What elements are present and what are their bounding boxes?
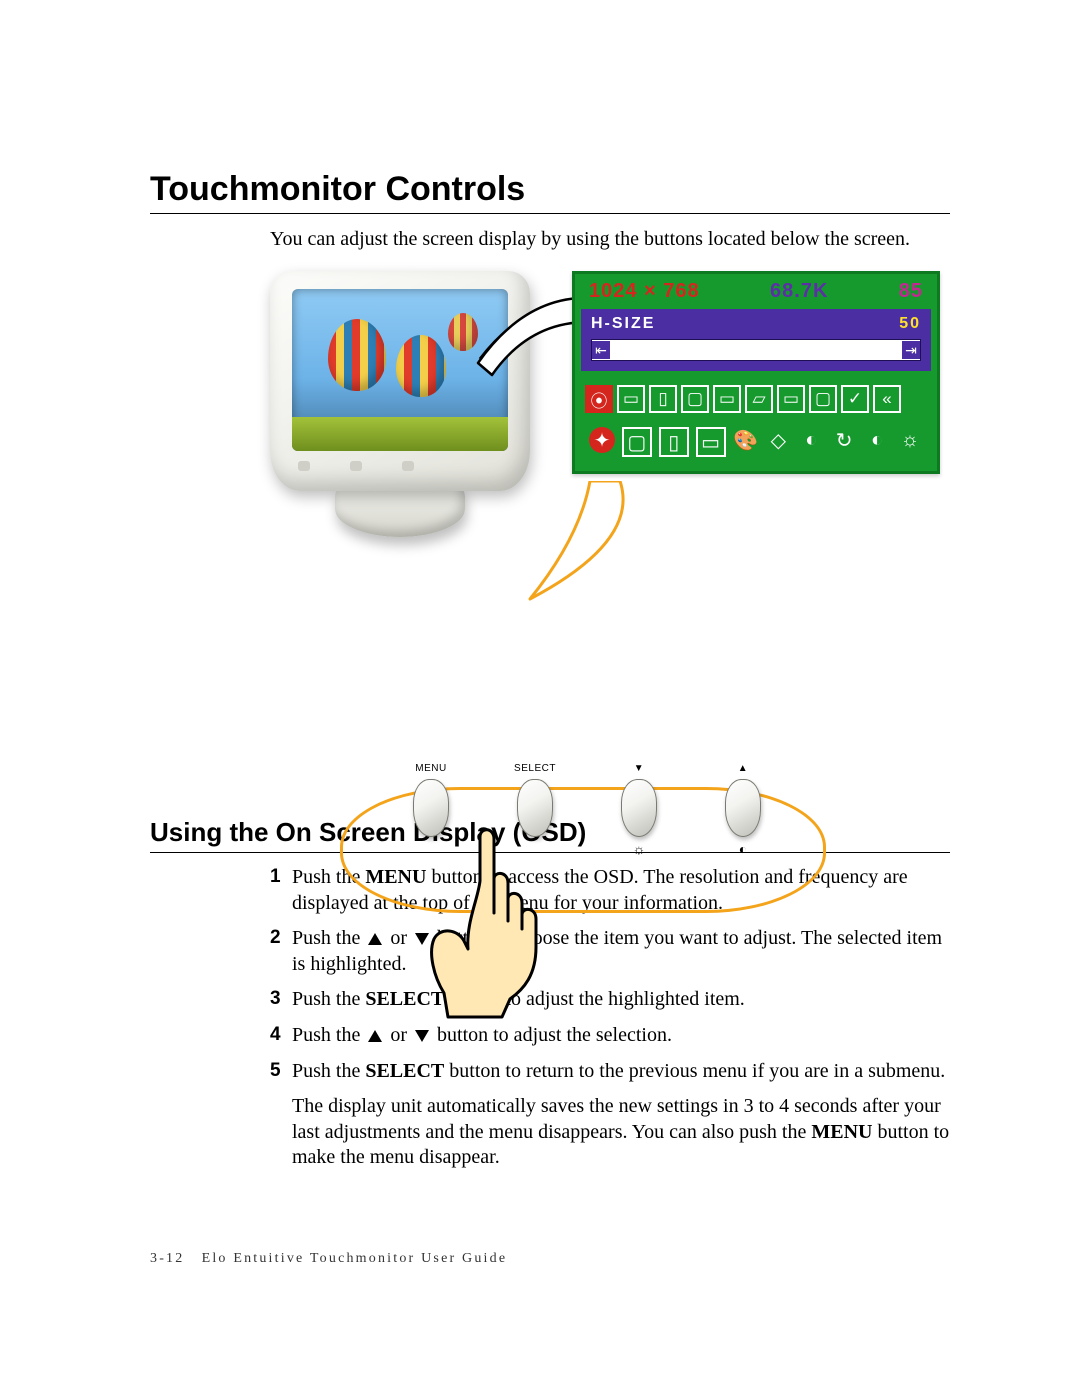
slider-left-icon: ⇤ [592, 341, 610, 359]
osd-setting-box: H-SIZE 50 ⇤ ⇥ [581, 309, 931, 371]
button-label: MENU [396, 763, 466, 775]
step-text: Push the SELECT button to return to the … [292, 1059, 950, 1085]
page-footer: 3-12 Elo Entuitive Touchmonitor User Gui… [150, 1251, 950, 1267]
osd-icon: ▭ [777, 385, 805, 413]
monitor-button: MENU [396, 763, 466, 857]
step-text: The display unit automatically saves the… [292, 1094, 950, 1171]
button-pill-icon [725, 779, 761, 837]
step-item: 5Push the SELECT button to return to the… [270, 1059, 950, 1085]
osd-icon-row-2: ✦ ▢▯▭ 🎨◇ ◐ ↻ ◐ ☼ [575, 417, 937, 471]
button-pill-icon [517, 779, 553, 837]
osd-icon: ✦ [589, 427, 615, 453]
step-item: The display unit automatically saves the… [270, 1094, 950, 1171]
button-sublabel: ◐ [708, 843, 778, 857]
button-label: ▼ [604, 763, 674, 775]
crt-monitor [270, 271, 530, 537]
osd-icon: ▢ [681, 385, 709, 413]
step-item: 4Push the or button to adjust the select… [270, 1023, 950, 1049]
osd-icon: ◇ [765, 427, 791, 453]
osd-icon: « [873, 385, 901, 413]
osd-resolution: 1024 × 768 [589, 280, 700, 303]
monitor-button: ▼☼ [604, 763, 674, 857]
step-number: 5 [270, 1059, 292, 1083]
osd-param-label: H-SIZE [591, 315, 655, 333]
intro-text: You can adjust the screen display by usi… [270, 228, 950, 251]
button-sublabel [396, 843, 466, 857]
step-text: Push the or button to adjust the selecti… [292, 1023, 950, 1049]
osd-icon: ☼ [897, 427, 923, 453]
osd-icon: ▢ [809, 385, 837, 413]
osd-icon: ✓ [841, 385, 869, 413]
step-number: 3 [270, 987, 292, 1011]
button-pill-icon [413, 779, 449, 837]
step-item: 3Push the SELECT button to adjust the hi… [270, 987, 950, 1013]
step-item: 2Push the or button to choose the item y… [270, 926, 950, 977]
osd-icon: 🎨 [733, 427, 759, 453]
osd-slider: ⇤ ⇥ [591, 339, 921, 361]
button-pill-icon [621, 779, 657, 837]
balloon-icon [328, 319, 386, 391]
step-text: Push the or button to choose the item yo… [292, 926, 950, 977]
osd-icon: ↻ [831, 427, 857, 453]
step-number: 4 [270, 1023, 292, 1047]
monitor-button: ▲◐ [708, 763, 778, 857]
osd-icon: ▱ [745, 385, 773, 413]
osd-icon: ◐ [864, 427, 890, 453]
step-text: Push the SELECT button to adjust the hig… [292, 987, 950, 1013]
osd-icon: ▢ [622, 427, 652, 457]
crt-screen [292, 289, 508, 451]
title-rule [150, 213, 950, 214]
step-number: 2 [270, 926, 292, 950]
osd-refresh: 85 [899, 280, 923, 303]
button-label: SELECT [500, 763, 570, 775]
button-sublabel: ☼ [604, 843, 674, 857]
step-number: 1 [270, 865, 292, 889]
footer-guide-title: Elo Entuitive Touchmonitor User Guide [202, 1251, 508, 1266]
osd-icon: ▭ [696, 427, 726, 457]
footer-page-number: 3-12 [150, 1251, 184, 1266]
osd-icon: ◐ [798, 427, 824, 453]
osd-icon: ▭ [713, 385, 741, 413]
osd-param-value: 50 [899, 315, 921, 333]
balloon-icon [396, 335, 446, 397]
monitor-button: SELECT [500, 763, 570, 857]
osd-figure: 1024 × 768 68.7K 85 H-SIZE 50 ⇤ ⇥ ⦿▭▯▢▭▱… [270, 271, 940, 771]
osd-icon: ▭ [617, 385, 645, 413]
osd-icon-row-1: ⦿▭▯▢▭▱▭▢✓« [575, 381, 937, 417]
page-title: Touchmonitor Controls [150, 170, 950, 209]
osd-icon: ⦿ [585, 385, 613, 413]
osd-icon: ▯ [659, 427, 689, 457]
osd-icon: ▯ [649, 385, 677, 413]
button-sublabel [500, 843, 570, 857]
osd-frequency: 68.7K [770, 280, 828, 303]
osd-panel: 1024 × 768 68.7K 85 H-SIZE 50 ⇤ ⇥ ⦿▭▯▢▭▱… [572, 271, 940, 474]
balloon-icon [448, 313, 478, 351]
button-label: ▲ [708, 763, 778, 775]
slider-right-icon: ⇥ [902, 341, 920, 359]
